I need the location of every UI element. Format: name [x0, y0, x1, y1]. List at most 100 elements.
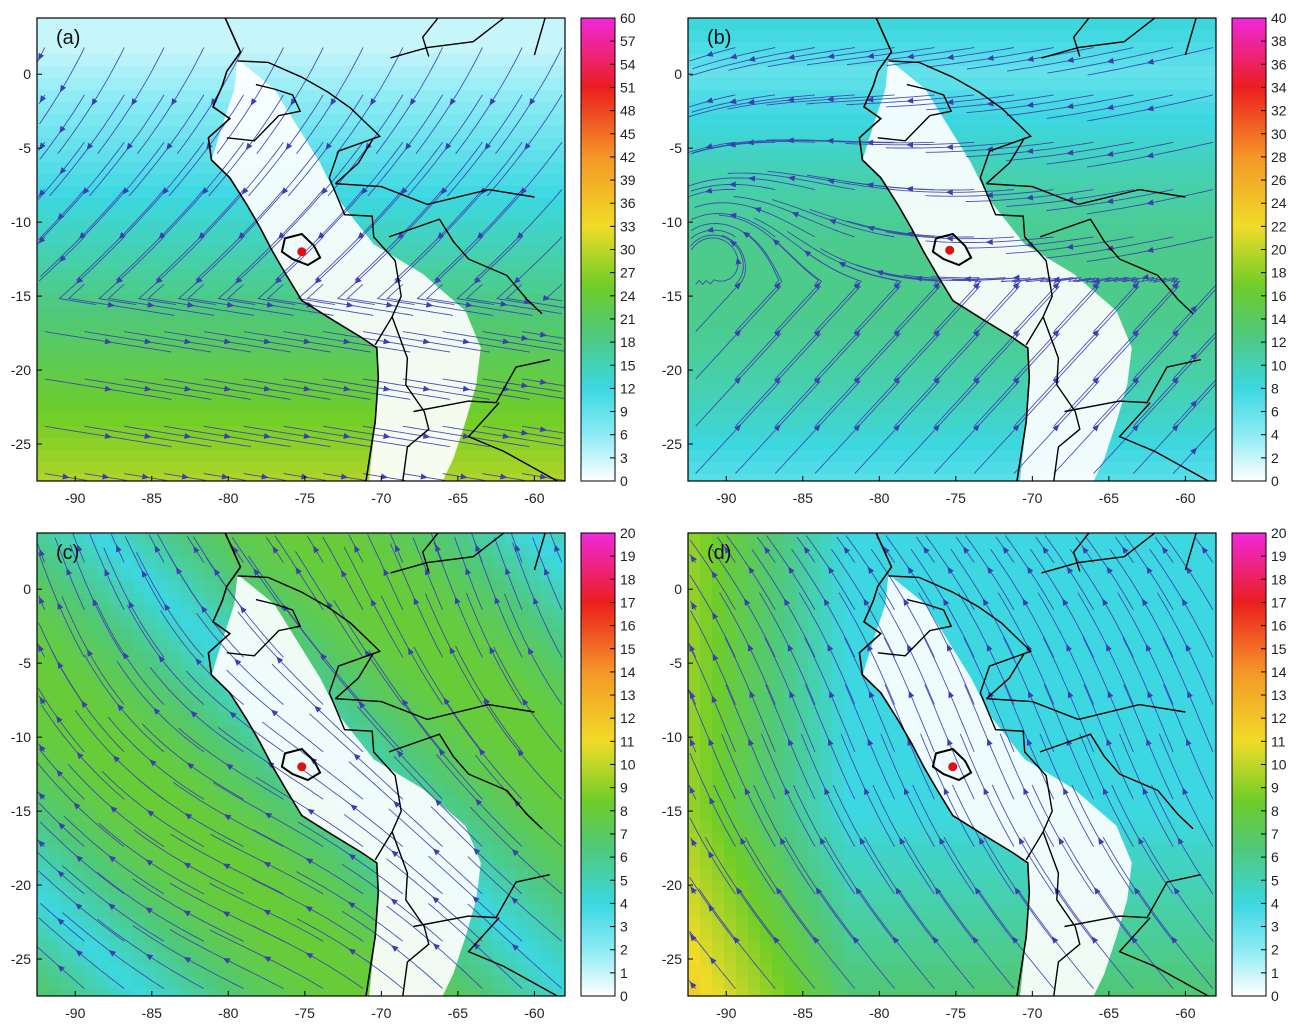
country-border — [986, 183, 1186, 206]
flow-arrow — [734, 376, 742, 385]
country-border — [1042, 316, 1081, 481]
flow-arrow — [1092, 329, 1100, 337]
flow-arrow — [149, 759, 157, 767]
highland-low-wind-area — [862, 59, 1132, 481]
flow-arrow — [393, 800, 401, 808]
flow-arrow — [791, 212, 800, 218]
flow-arrow — [729, 53, 738, 60]
country-border — [877, 598, 953, 657]
country-border — [391, 831, 430, 996]
flow-arrow — [1146, 246, 1154, 253]
flow-arrow — [1186, 738, 1192, 747]
flow-arrow — [823, 598, 830, 606]
flow-arrow — [348, 948, 356, 955]
flow-arrow — [195, 657, 203, 666]
flow-arrow — [350, 804, 358, 812]
flow-arrow — [59, 84, 67, 93]
flow-arrow — [1146, 566, 1153, 575]
colorbar-tick-label: 8 — [1271, 803, 1279, 819]
flow-arrow — [370, 598, 377, 607]
streamline-arrows — [704, 50, 1198, 455]
flow-arrow — [1146, 199, 1154, 206]
flow-arrow — [347, 901, 356, 909]
flow-arrow — [1066, 196, 1074, 203]
flow-arrow — [1066, 566, 1074, 575]
axes-frame — [687, 17, 1217, 482]
flow-arrow — [440, 187, 448, 195]
country-border — [1118, 917, 1209, 996]
colorbar-tick-label: 19 — [620, 548, 636, 564]
flow-arrow — [155, 276, 163, 284]
flow-arrow — [1012, 282, 1020, 290]
flow-arrow — [521, 382, 529, 389]
flow-arrow — [947, 738, 953, 747]
flow-arrow — [1185, 643, 1192, 652]
flow-arrow — [728, 181, 736, 188]
flow-arrow — [779, 837, 786, 845]
flow-arrow — [747, 643, 754, 652]
flow-arrow — [56, 715, 63, 724]
flow-arrow — [1131, 936, 1138, 944]
flow-arrow — [108, 949, 117, 957]
flow-arrow — [341, 569, 348, 578]
flow-arrow — [250, 98, 257, 106]
flow-arrow — [305, 952, 314, 959]
flow-arrow — [868, 690, 875, 699]
flow-arrow — [314, 705, 322, 713]
flow-arrow — [57, 661, 64, 669]
flow-arrow — [325, 142, 332, 151]
flow-arrow — [1066, 243, 1074, 250]
flow-arrow — [39, 696, 46, 705]
flow-arrow — [893, 424, 901, 432]
flow-arrow — [330, 98, 337, 106]
flow-arrow — [736, 887, 743, 895]
colorbar-tick-label: 12 — [1271, 710, 1287, 726]
panel-label: (a) — [56, 27, 80, 49]
colorbar-tick-label: 3 — [620, 919, 628, 935]
flow-arrow — [176, 567, 183, 575]
flow-arrow — [987, 566, 994, 575]
flow-arrow — [158, 231, 166, 240]
country-border — [1064, 874, 1201, 928]
flow-arrow — [729, 240, 738, 247]
y-tick-label: -25 — [11, 436, 31, 452]
flow-arrow — [787, 643, 794, 652]
flow-arrow — [905, 186, 914, 193]
flow-arrow — [853, 329, 861, 337]
flow-arrow — [113, 755, 121, 763]
flow-arrow — [434, 798, 442, 807]
y-tick-label: -10 — [662, 729, 682, 745]
study-region-outline — [931, 232, 973, 267]
colorbar — [580, 17, 616, 482]
country-border — [533, 533, 546, 571]
flow-arrow — [1190, 305, 1198, 313]
flow-arrow — [92, 598, 99, 607]
flow-arrow — [1122, 546, 1129, 554]
country-border — [986, 698, 1186, 721]
panel-label: (d) — [707, 542, 731, 564]
flow-arrow — [158, 655, 166, 663]
flow-arrow — [81, 700, 88, 708]
colorbar-tick-label: 24 — [620, 288, 636, 304]
flow-arrow — [413, 597, 420, 605]
colorbar-tick-label: 7 — [620, 826, 628, 842]
flow-arrow — [933, 424, 940, 432]
flow-arrow — [1132, 424, 1139, 432]
flow-arrow — [181, 473, 190, 480]
flow-arrow — [75, 903, 83, 910]
flow-arrow — [274, 276, 283, 284]
x-tick-label: -60 — [1175, 490, 1195, 506]
flow-arrow — [906, 141, 914, 148]
flow-arrow — [554, 544, 560, 552]
flow-arrow — [1026, 101, 1034, 108]
flow-arrow — [522, 698, 529, 706]
flow-arrow — [295, 567, 302, 575]
flow-arrow — [1092, 376, 1100, 385]
country-border — [467, 917, 558, 996]
colorbar-tick-label: 22 — [1271, 218, 1287, 234]
map-panel-d: (d) -90 -85 -80 -75 -70 -65 -60 0 -5 -10 -15 -20 -25 2… — [651, 515, 1302, 1030]
colorbar-tick-label: 34 — [1271, 79, 1287, 95]
colorbar-tick-label: 51 — [620, 79, 636, 95]
flow-arrow — [933, 329, 940, 337]
flow-arrow — [1092, 282, 1100, 290]
